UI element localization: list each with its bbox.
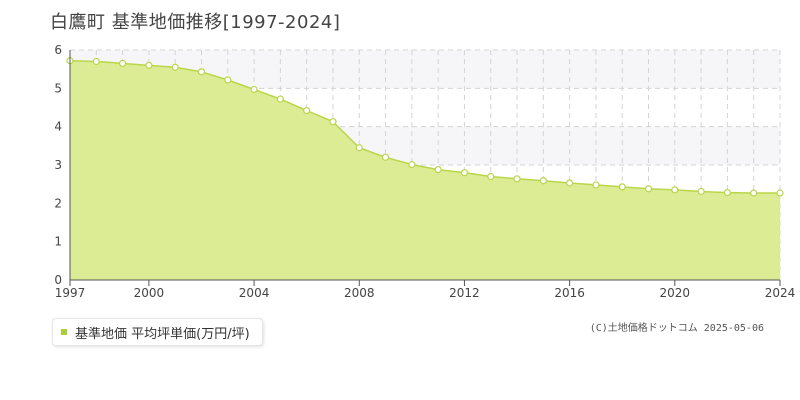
data-point	[671, 186, 679, 194]
data-point	[776, 189, 784, 197]
y-tick-label: 3	[54, 158, 62, 172]
data-point	[145, 61, 153, 69]
data-point	[644, 185, 653, 193]
x-tick-label: 2000	[134, 286, 165, 300]
x-tick-label: 2012	[449, 286, 480, 300]
x-tick-label: 2016	[554, 286, 585, 300]
data-point	[197, 68, 206, 76]
data-point	[92, 57, 100, 66]
data-point	[224, 76, 232, 84]
legend: 基準地価 平均坪単価(万円/坪)	[52, 318, 263, 346]
data-point	[171, 63, 179, 71]
y-tick-label: 1	[54, 235, 62, 249]
legend-swatch	[61, 329, 67, 335]
source-credit: (C)土地価格ドットコム 2025-05-06	[589, 323, 764, 334]
legend-label: 基準地価 平均坪単価(万円/坪)	[75, 326, 250, 342]
x-tick-label: 2024	[765, 286, 796, 300]
data-point	[408, 161, 416, 169]
data-point	[434, 166, 442, 174]
chart-title: 白鷹町 基準地価推移[1997-2024]	[50, 12, 341, 33]
x-tick-label: 2020	[660, 286, 691, 300]
data-point	[513, 175, 521, 183]
data-point	[697, 187, 705, 196]
data-point	[566, 179, 574, 187]
data-point	[303, 106, 311, 115]
y-tick-label: 6	[54, 43, 62, 57]
data-point	[487, 172, 495, 181]
y-tick-label: 4	[54, 120, 62, 134]
data-point	[329, 118, 337, 126]
data-point	[250, 85, 258, 94]
data-point	[723, 189, 732, 197]
series-area	[70, 60, 780, 280]
data-point	[750, 189, 758, 197]
data-point	[592, 181, 600, 189]
x-tick-label: 2008	[344, 286, 375, 300]
data-point	[381, 153, 390, 161]
data-point	[276, 95, 284, 103]
y-tick-label: 5	[54, 81, 62, 95]
series-line	[69, 59, 780, 194]
y-tick-label: 0	[54, 273, 62, 287]
y-tick-label: 2	[54, 196, 62, 210]
x-tick-label: 1997	[55, 286, 86, 300]
x-tick-label: 2004	[239, 286, 270, 300]
data-point	[355, 144, 363, 152]
data-point	[539, 177, 547, 185]
data-point	[618, 183, 626, 191]
data-point	[118, 59, 127, 68]
data-point	[460, 169, 469, 177]
